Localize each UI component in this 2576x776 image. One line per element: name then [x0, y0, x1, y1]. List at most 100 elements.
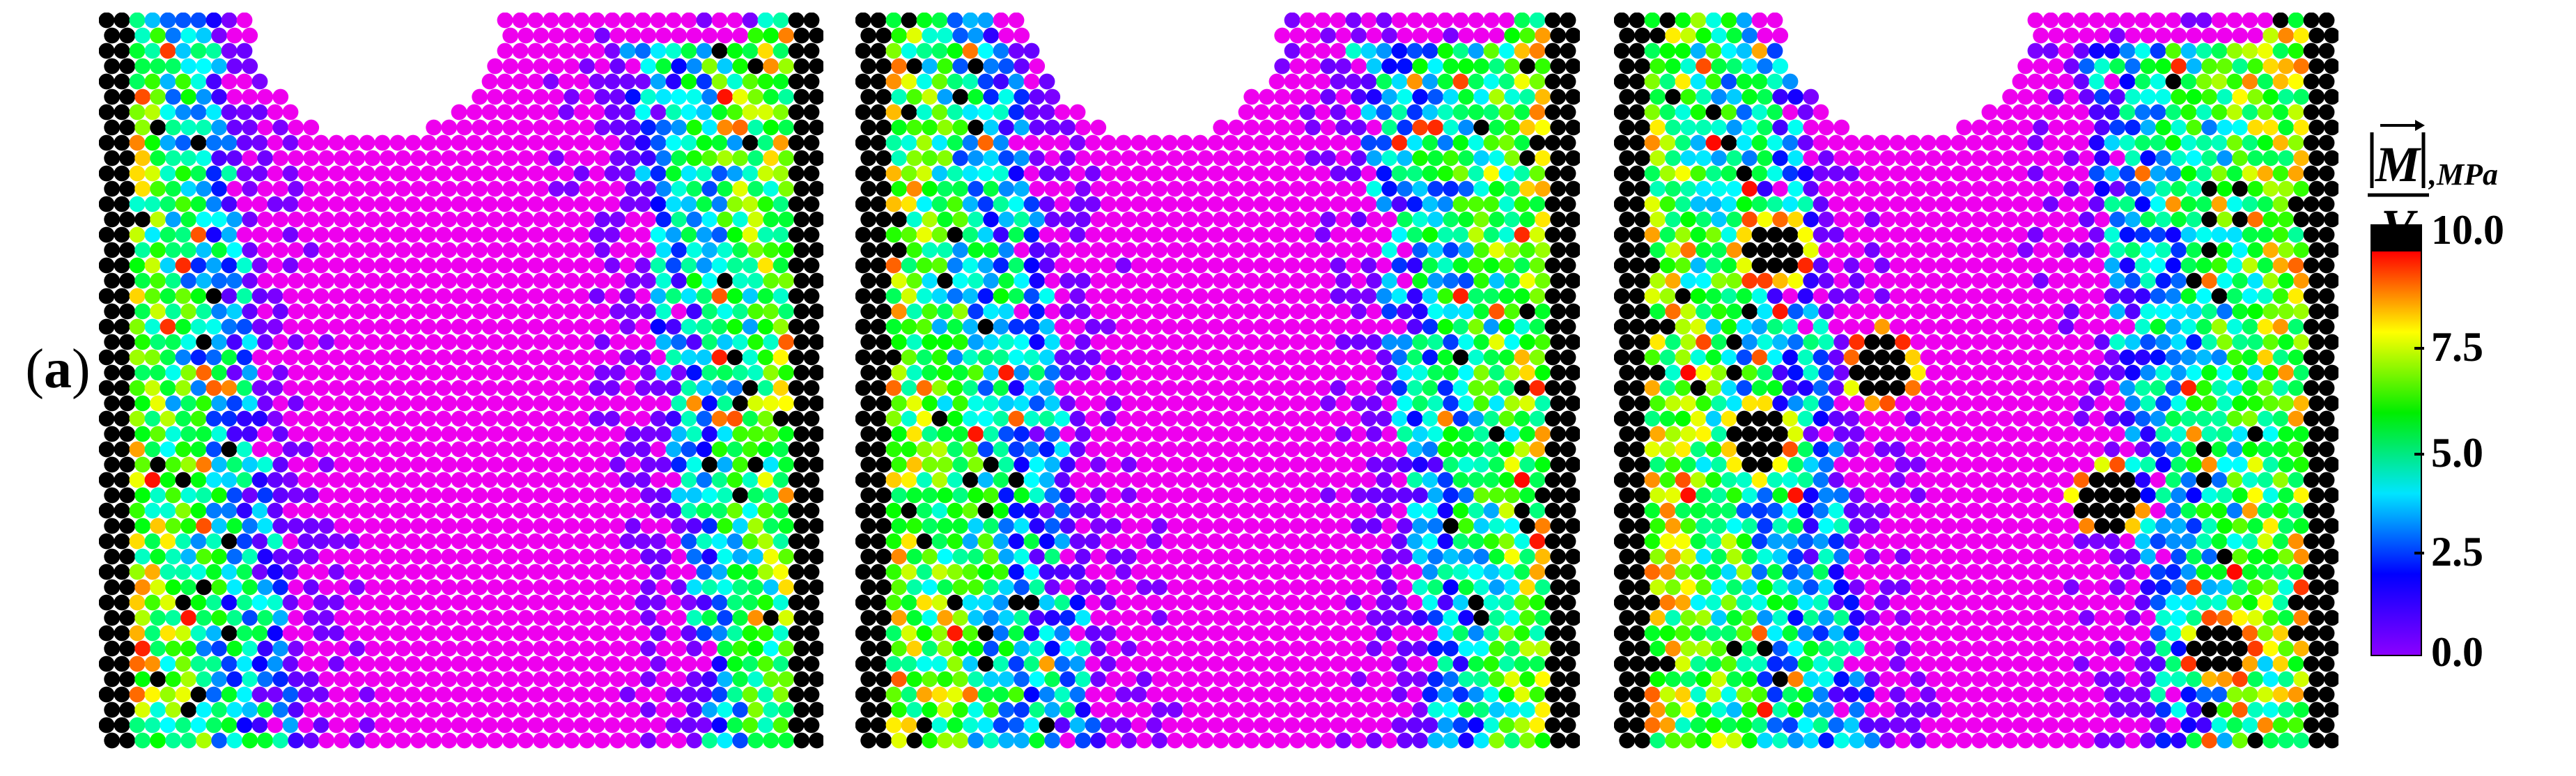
particle	[1629, 257, 1645, 274]
particle	[2140, 27, 2157, 44]
particle	[165, 610, 182, 626]
particle	[1483, 655, 1500, 672]
particle	[1397, 150, 1413, 166]
particle	[876, 211, 892, 228]
particle	[876, 88, 892, 105]
particle	[221, 410, 238, 427]
particle	[134, 732, 151, 749]
particle	[313, 594, 329, 611]
particle	[343, 226, 360, 243]
particle	[134, 487, 151, 504]
particle	[1335, 150, 1352, 166]
particle	[282, 318, 299, 335]
particle	[1008, 165, 1025, 182]
particle	[487, 242, 504, 258]
particle	[803, 625, 820, 642]
particle	[891, 732, 908, 749]
particle	[548, 364, 565, 381]
particle	[150, 579, 166, 596]
particle	[1412, 88, 1429, 105]
particle	[2303, 134, 2320, 151]
particle	[968, 518, 984, 534]
particle	[1437, 104, 1454, 121]
particle	[2125, 58, 2141, 75]
particle	[2226, 226, 2243, 243]
particle	[793, 211, 810, 228]
particle	[160, 318, 176, 335]
particle	[303, 487, 320, 504]
particle	[564, 211, 580, 228]
particle	[1228, 150, 1245, 166]
particle	[681, 410, 697, 427]
particle	[619, 104, 636, 121]
particle	[717, 671, 734, 688]
particle	[1008, 441, 1025, 458]
particle	[1366, 671, 1383, 688]
particle	[1535, 180, 1551, 197]
particle	[610, 426, 626, 442]
particle	[104, 58, 121, 75]
particle	[1504, 426, 1521, 442]
particle	[196, 395, 212, 412]
particle	[1253, 594, 1270, 611]
particle	[1192, 472, 1209, 488]
particle	[389, 380, 406, 396]
particle	[778, 272, 795, 289]
particle	[420, 655, 437, 672]
particle	[129, 349, 146, 366]
particle	[451, 410, 467, 427]
particle	[1422, 655, 1438, 672]
particle	[456, 272, 473, 289]
particle	[1498, 226, 1515, 243]
particle	[99, 410, 115, 427]
particle	[1008, 226, 1025, 243]
particle	[303, 119, 320, 136]
particle	[2104, 42, 2120, 59]
particle	[1412, 671, 1429, 688]
particle	[1366, 456, 1383, 473]
particle	[1391, 288, 1408, 304]
particle	[558, 441, 575, 458]
particle	[2104, 73, 2120, 90]
particle	[1736, 134, 1753, 151]
particle	[650, 349, 667, 366]
particle	[144, 288, 161, 304]
particle	[665, 380, 682, 396]
particle	[119, 272, 136, 289]
particle	[1828, 165, 1845, 182]
particle	[297, 655, 314, 672]
particle	[1105, 211, 1122, 228]
particle	[1422, 410, 1438, 427]
particle	[165, 334, 182, 350]
particle	[671, 27, 688, 44]
particle	[1665, 119, 1682, 136]
particle	[456, 150, 473, 166]
particle	[150, 334, 166, 350]
particle	[1483, 441, 1500, 458]
particle	[211, 27, 228, 44]
particle	[977, 318, 994, 335]
particle	[962, 318, 979, 335]
particle	[512, 104, 529, 121]
particle	[1314, 42, 1331, 59]
particle	[1268, 594, 1285, 611]
particle	[625, 518, 642, 534]
particle	[1253, 564, 1270, 580]
particle	[1268, 533, 1285, 550]
particle	[594, 671, 611, 688]
particle	[1366, 701, 1383, 718]
particle	[1330, 318, 1347, 335]
particle	[226, 701, 243, 718]
particle	[1736, 196, 1753, 212]
particle	[619, 13, 636, 29]
particle	[456, 334, 473, 350]
particle	[1284, 380, 1301, 396]
particle	[931, 472, 948, 488]
particle	[1644, 73, 1661, 90]
particle	[1335, 395, 1352, 412]
particle	[968, 640, 984, 657]
particle	[1397, 579, 1413, 596]
particle	[420, 625, 437, 642]
particle	[543, 134, 559, 151]
particle	[2033, 119, 2049, 136]
